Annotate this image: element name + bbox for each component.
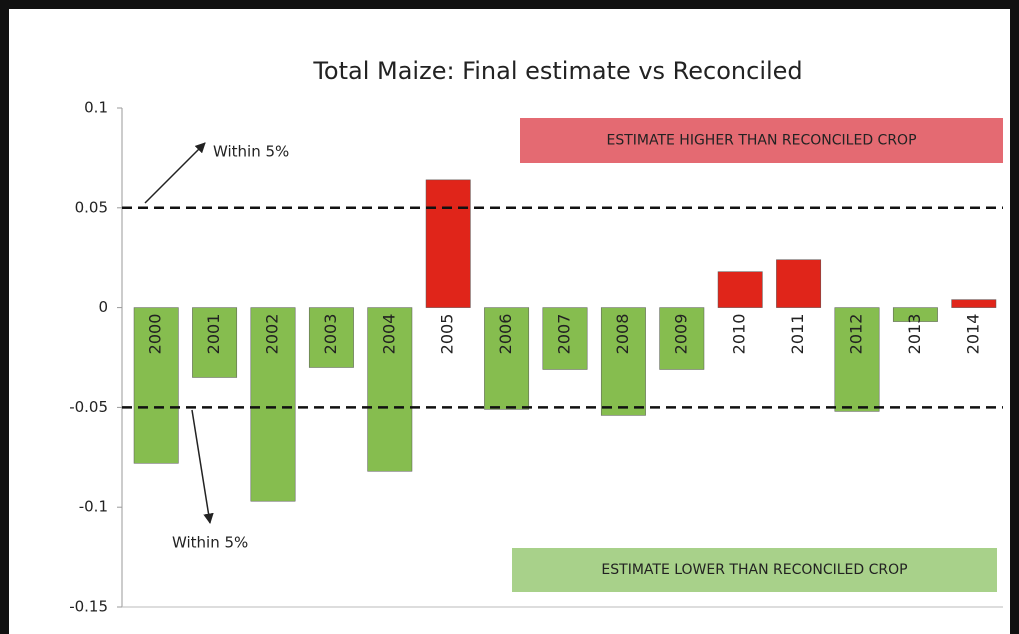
x-tick-label: 2013	[905, 314, 924, 355]
bar	[250, 307, 296, 502]
y-tick-label: 0.1	[84, 99, 108, 117]
y-tick-label: -0.05	[69, 398, 108, 416]
arrow	[191, 409, 214, 525]
bar	[484, 307, 530, 410]
x-tick-label: 2010	[730, 314, 749, 355]
bar	[834, 307, 880, 412]
x-tick-label: 2009	[671, 314, 690, 355]
x-tick-label: 2002	[263, 314, 282, 355]
bar	[659, 307, 705, 370]
bar	[425, 179, 471, 308]
y-tick-label: -0.15	[69, 598, 108, 616]
x-tick-label: 2008	[613, 314, 632, 355]
bar	[367, 307, 413, 472]
bar	[717, 271, 763, 308]
bar	[542, 307, 588, 370]
x-tick-label: 2005	[438, 314, 457, 355]
annotation-box	[512, 548, 997, 592]
y-tick-label: 0.05	[75, 198, 108, 216]
annotation-box	[520, 118, 1003, 163]
bar	[308, 307, 354, 368]
bar	[951, 299, 997, 308]
x-tick-label: 2006	[496, 314, 515, 355]
x-tick-label: 2004	[379, 314, 398, 355]
y-tick-label: -0.1	[79, 498, 108, 516]
bar	[776, 259, 822, 308]
x-tick-label: 2007	[555, 314, 574, 355]
x-tick-label: 2012	[847, 314, 866, 355]
x-tick-label: 2003	[321, 314, 340, 355]
x-tick-label: 2001	[204, 314, 223, 355]
bar	[192, 307, 238, 378]
annotation-text: Within 5%	[172, 534, 248, 552]
x-tick-label: 2014	[963, 314, 982, 355]
y-tick-label: 0	[98, 298, 108, 316]
annotation-text: ESTIMATE LOWER THAN RECONCILED CROP	[601, 562, 907, 578]
bar	[892, 307, 938, 322]
annotation-text: Within 5%	[213, 143, 289, 161]
annotation-text: ESTIMATE HIGHER THAN RECONCILED CROP	[606, 133, 916, 149]
bar	[600, 307, 646, 416]
arrow	[144, 142, 206, 204]
chart-title: Total Maize: Final estimate vs Reconcile…	[312, 57, 802, 85]
x-tick-label: 2000	[146, 314, 165, 355]
x-tick-label: 2011	[788, 314, 807, 355]
bar	[133, 307, 179, 464]
